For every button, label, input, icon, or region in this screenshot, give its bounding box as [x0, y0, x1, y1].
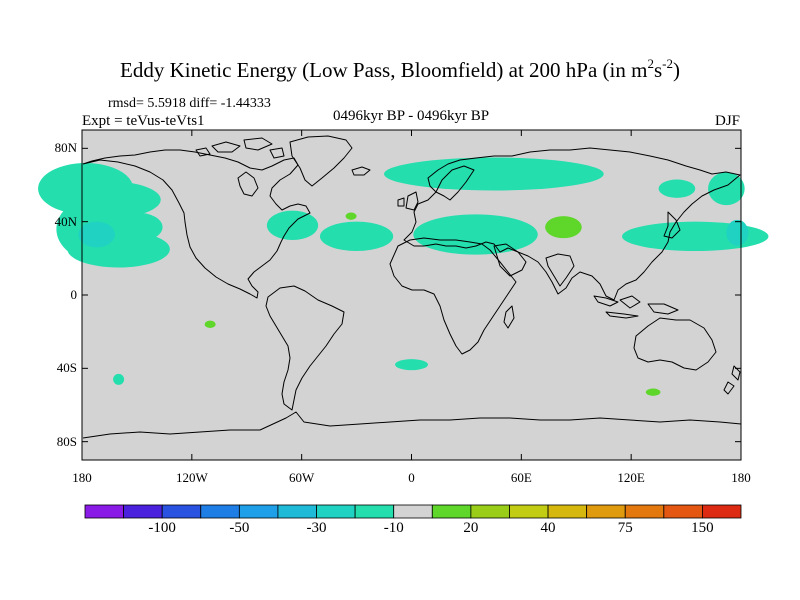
- colorbar-swatch: [354, 504, 395, 519]
- lon-label: 180: [731, 470, 751, 485]
- colorbar-label: 20: [463, 520, 479, 536]
- indonesia-coast: [593, 295, 679, 319]
- lon-label: 120W: [175, 470, 208, 485]
- new-zealand-coast: [723, 365, 741, 395]
- greenland-coast: [289, 135, 353, 187]
- stats-text: rmsd= 5.5918 diff= -1.44333: [108, 96, 271, 111]
- south-america-coast: [265, 285, 345, 411]
- colorbar-swatch: [84, 504, 124, 519]
- colorbar-label: 150: [691, 520, 714, 536]
- lat-label: 80N: [54, 140, 77, 156]
- plot-title: Eddy Kinetic Energy (Low Pass, Bloomfiel…: [120, 56, 680, 82]
- colorbar-swatch: [277, 504, 317, 519]
- antarctica-coast: [82, 411, 742, 439]
- japan-coast: [663, 211, 681, 239]
- colorbar-label: -30: [306, 520, 327, 536]
- lon-label: 120E: [617, 470, 645, 485]
- lat-label: 80S: [56, 433, 77, 449]
- anomaly-region-17: [345, 212, 357, 220]
- colorbar-label: -10: [383, 520, 404, 536]
- anomaly-region-13: [395, 359, 428, 371]
- colorbar-swatch: [663, 504, 703, 519]
- experiment-label: Expt = teVus-teVts1: [82, 113, 205, 129]
- lon-label: 0: [408, 470, 415, 485]
- hudson-bay-coast: [237, 171, 259, 197]
- lat-label: 0: [70, 287, 78, 302]
- british-isles-coast: [397, 191, 419, 211]
- madagascar-coast: [503, 305, 515, 329]
- anomaly-region-6: [319, 221, 394, 251]
- lat-label: 40S: [56, 360, 77, 376]
- anomaly-region-10: [708, 172, 745, 206]
- colorbar-label: -100: [148, 520, 176, 536]
- period-label: 0496kyr BP - 0496kyr BP: [332, 108, 490, 124]
- arabia-coast: [493, 243, 527, 277]
- colorbar-swatch: [200, 504, 240, 519]
- colorbar-swatch: [238, 504, 279, 519]
- anomaly-region-12: [113, 373, 125, 385]
- colorbar-swatch: [509, 504, 549, 519]
- anomaly-region-8: [413, 214, 538, 255]
- anomaly-region-18: [204, 320, 216, 329]
- map-background: [82, 130, 741, 460]
- india-coast: [545, 253, 575, 287]
- eurasia-coast: [403, 147, 741, 301]
- colorbar-swatch: [123, 504, 163, 519]
- colorbar-label: 75: [617, 520, 633, 536]
- lat-label: 40N: [54, 213, 77, 229]
- colorbar-swatch: [316, 504, 356, 519]
- colorbar-swatch: [586, 504, 626, 519]
- africa-coast: [389, 237, 517, 355]
- anomaly-region-16: [545, 216, 582, 239]
- colorbar-swatch: [547, 504, 588, 519]
- scandinavia-coast: [435, 165, 475, 201]
- anomaly-region-9: [658, 179, 696, 198]
- colorbar-swatch: [702, 504, 742, 519]
- colorbar-swatch: [470, 504, 510, 519]
- anomaly-region-14: [78, 221, 115, 248]
- colorbar-label: 40: [540, 520, 556, 536]
- colorbar-swatch: [624, 504, 665, 519]
- australia-coast: [633, 317, 717, 371]
- anomaly-region-7: [384, 157, 604, 191]
- colorbar: [84, 504, 742, 519]
- colorbar-swatch: [431, 504, 472, 519]
- iceland-coast: [351, 166, 371, 176]
- colorbar-swatch: [161, 504, 202, 519]
- anomaly-region-15: [726, 219, 749, 246]
- anomaly-region-4: [111, 212, 163, 242]
- axis-ticks: [81, 130, 742, 460]
- lon-label: 60E: [510, 470, 532, 485]
- colorbar-label: -50: [229, 520, 250, 536]
- anomaly-region-19: [645, 388, 661, 396]
- coastlines: [82, 135, 742, 439]
- lon-label: 60W: [289, 470, 315, 485]
- arctic-islands-coast: [195, 137, 285, 159]
- colorbar-swatch: [393, 504, 433, 519]
- anomaly-region-5: [266, 210, 319, 240]
- season-label: DJF: [714, 113, 740, 129]
- north-america-coast: [82, 149, 311, 299]
- lon-label: 180: [72, 470, 92, 485]
